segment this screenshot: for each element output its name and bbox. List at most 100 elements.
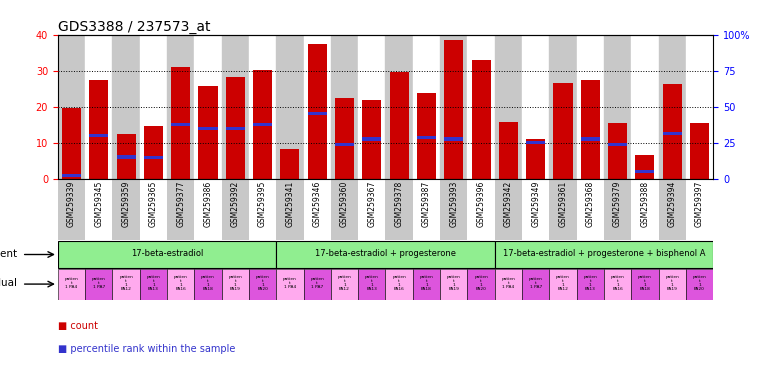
Bar — [249, 179, 276, 240]
Bar — [386, 269, 412, 300]
Text: GSM259360: GSM259360 — [340, 180, 349, 227]
Bar — [144, 126, 163, 179]
Bar — [386, 179, 412, 240]
Bar — [495, 241, 713, 268]
Text: GSM259397: GSM259397 — [695, 180, 704, 227]
Text: GSM259345: GSM259345 — [94, 180, 103, 227]
Bar — [631, 269, 658, 300]
Bar — [58, 179, 85, 240]
Text: patien
t
1
PA18: patien t 1 PA18 — [201, 275, 215, 291]
Bar — [658, 35, 686, 179]
Bar — [221, 35, 249, 179]
Text: GSM259359: GSM259359 — [122, 180, 130, 227]
Text: GSM259368: GSM259368 — [586, 180, 594, 227]
Bar — [194, 35, 222, 179]
Bar — [362, 100, 382, 179]
Bar — [89, 134, 109, 137]
Bar — [440, 35, 467, 179]
Bar — [253, 70, 272, 179]
Bar — [467, 179, 495, 240]
Bar — [526, 139, 545, 179]
Bar — [331, 179, 359, 240]
Text: GSM259361: GSM259361 — [558, 180, 567, 227]
Bar — [417, 93, 436, 179]
Bar — [412, 269, 440, 300]
Text: patien
t
1 PA4: patien t 1 PA4 — [65, 278, 79, 290]
Text: patien
t
1 PA7: patien t 1 PA7 — [310, 278, 324, 290]
Bar — [281, 149, 299, 179]
Text: GSM259386: GSM259386 — [204, 180, 213, 227]
Bar — [140, 179, 167, 240]
Text: patien
t
1
PA12: patien t 1 PA12 — [556, 275, 570, 291]
Bar — [140, 35, 167, 179]
Bar — [140, 269, 167, 300]
Text: patien
t
1
PA20: patien t 1 PA20 — [474, 275, 488, 291]
Text: GDS3388 / 237573_at: GDS3388 / 237573_at — [58, 20, 210, 33]
Text: GSM259393: GSM259393 — [449, 180, 458, 227]
Bar — [304, 269, 331, 300]
Text: GSM259342: GSM259342 — [504, 180, 513, 227]
Bar — [113, 179, 140, 240]
Bar — [171, 67, 190, 179]
Bar — [167, 269, 194, 300]
Bar — [549, 35, 577, 179]
Bar — [604, 179, 631, 240]
Bar — [226, 127, 245, 130]
Bar — [444, 40, 463, 179]
Bar — [62, 108, 81, 179]
Bar — [608, 123, 627, 179]
Bar — [604, 35, 631, 179]
Bar — [690, 123, 709, 179]
Bar — [226, 77, 245, 179]
Bar — [386, 35, 412, 179]
Bar — [686, 35, 713, 179]
Bar — [549, 179, 577, 240]
Bar — [304, 35, 331, 179]
Text: 17-beta-estradiol: 17-beta-estradiol — [131, 250, 204, 258]
Text: patien
t
1
PA13: patien t 1 PA13 — [365, 275, 379, 291]
Bar — [198, 86, 217, 179]
Text: GSM259349: GSM259349 — [531, 180, 540, 227]
Text: patien
t
1 PA4: patien t 1 PA4 — [501, 278, 515, 290]
Bar — [113, 35, 140, 179]
Bar — [631, 179, 658, 240]
Text: GSM259387: GSM259387 — [422, 180, 431, 227]
Bar — [167, 35, 194, 179]
Text: patien
t
1
PA18: patien t 1 PA18 — [419, 275, 433, 291]
Bar — [194, 269, 222, 300]
Text: patien
t
1
PA20: patien t 1 PA20 — [692, 275, 706, 291]
Bar — [58, 269, 85, 300]
Bar — [331, 35, 359, 179]
Bar — [662, 132, 682, 135]
Text: GSM259339: GSM259339 — [67, 180, 76, 227]
Text: GSM259377: GSM259377 — [177, 180, 185, 227]
Bar — [495, 35, 522, 179]
Bar — [444, 137, 463, 141]
Bar — [440, 179, 467, 240]
Bar — [522, 179, 549, 240]
Text: patien
t
1
PA12: patien t 1 PA12 — [120, 275, 133, 291]
Bar — [658, 269, 686, 300]
Bar — [308, 43, 327, 179]
Bar — [581, 137, 600, 141]
Text: patien
t
1
PA19: patien t 1 PA19 — [447, 275, 461, 291]
Bar — [389, 72, 409, 179]
Bar — [144, 156, 163, 159]
Bar — [581, 79, 600, 179]
Bar — [549, 269, 577, 300]
Text: patien
t
1
PA20: patien t 1 PA20 — [256, 275, 270, 291]
Bar — [467, 35, 495, 179]
Bar — [308, 112, 327, 116]
Bar — [495, 179, 522, 240]
Bar — [85, 179, 113, 240]
Bar — [58, 35, 85, 179]
Bar — [526, 141, 545, 144]
Bar — [522, 269, 549, 300]
Text: 17-beta-estradiol + progesterone + bisphenol A: 17-beta-estradiol + progesterone + bisph… — [503, 250, 705, 258]
Bar — [608, 143, 627, 146]
Bar — [276, 269, 304, 300]
Bar — [253, 123, 272, 126]
Bar — [631, 35, 658, 179]
Text: patien
t
1 PA4: patien t 1 PA4 — [283, 278, 297, 290]
Bar — [554, 83, 573, 179]
